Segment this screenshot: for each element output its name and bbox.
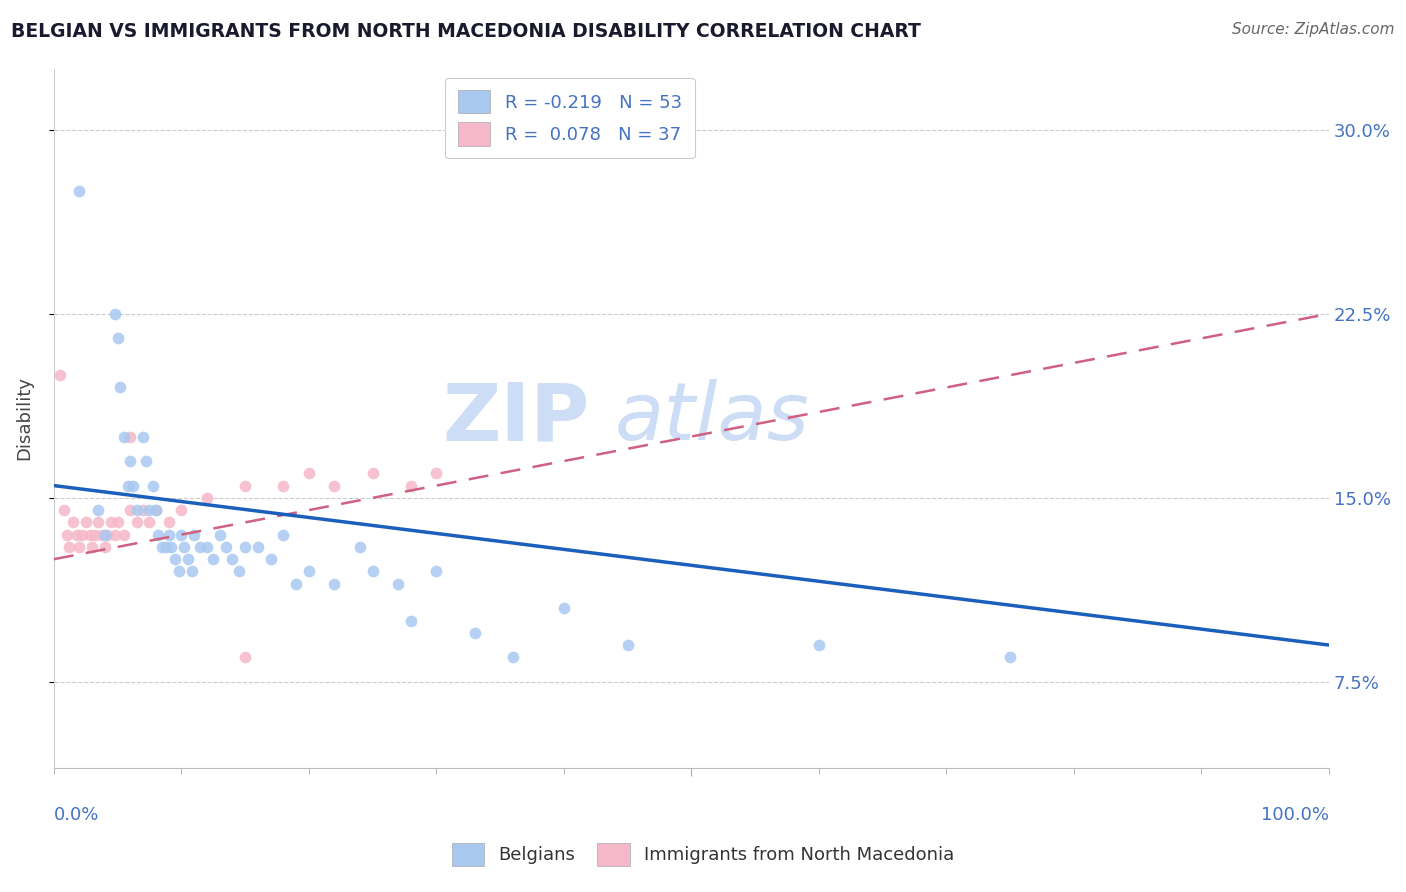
- Point: [108, 380, 131, 394]
- Point: [807, 638, 830, 652]
- Point: [298, 467, 321, 481]
- Point: [285, 576, 308, 591]
- Point: [91, 527, 114, 541]
- Point: [323, 478, 346, 492]
- Point: [104, 527, 127, 541]
- Point: [53, 503, 76, 517]
- Point: [157, 527, 180, 541]
- Point: [233, 478, 256, 492]
- Point: [215, 540, 238, 554]
- Point: [132, 503, 155, 517]
- Point: [150, 540, 173, 554]
- Point: [998, 650, 1021, 665]
- Point: [160, 540, 183, 554]
- Point: [259, 552, 281, 566]
- Point: [298, 565, 321, 579]
- Point: [190, 540, 212, 554]
- Point: [502, 650, 524, 665]
- Point: [202, 552, 225, 566]
- Point: [125, 503, 148, 517]
- Point: [67, 540, 90, 554]
- Point: [361, 565, 384, 579]
- Point: [221, 552, 243, 566]
- Point: [155, 540, 177, 554]
- Point: [122, 478, 145, 492]
- Point: [273, 527, 295, 541]
- Point: [464, 625, 486, 640]
- Point: [157, 516, 180, 530]
- Point: [112, 429, 135, 443]
- Point: [96, 527, 118, 541]
- Point: [138, 503, 160, 517]
- Point: [195, 540, 218, 554]
- Point: [117, 478, 139, 492]
- Text: 0.0%: 0.0%: [53, 806, 100, 824]
- Legend: Belgians, Immigrants from North Macedonia: Belgians, Immigrants from North Macedoni…: [439, 830, 967, 879]
- Point: [55, 527, 77, 541]
- Point: [208, 527, 231, 541]
- Point: [70, 527, 93, 541]
- Text: atlas: atlas: [614, 379, 810, 457]
- Point: [145, 503, 167, 517]
- Point: [170, 503, 193, 517]
- Point: [228, 565, 250, 579]
- Point: [142, 478, 165, 492]
- Point: [125, 516, 148, 530]
- Point: [173, 540, 195, 554]
- Point: [66, 527, 89, 541]
- Point: [135, 454, 157, 468]
- Point: [195, 491, 218, 505]
- Point: [170, 527, 193, 541]
- Y-axis label: Disability: Disability: [15, 376, 32, 460]
- Point: [616, 638, 638, 652]
- Point: [361, 467, 384, 481]
- Point: [399, 478, 422, 492]
- Point: [387, 576, 409, 591]
- Point: [49, 368, 72, 383]
- Text: ZIP: ZIP: [441, 379, 589, 457]
- Point: [138, 516, 160, 530]
- Point: [120, 454, 142, 468]
- Point: [67, 184, 90, 198]
- Point: [120, 503, 142, 517]
- Point: [163, 552, 186, 566]
- Point: [246, 540, 269, 554]
- Point: [233, 650, 256, 665]
- Point: [107, 331, 129, 345]
- Point: [180, 565, 202, 579]
- Point: [75, 516, 97, 530]
- Point: [323, 576, 346, 591]
- Text: Source: ZipAtlas.com: Source: ZipAtlas.com: [1232, 22, 1395, 37]
- Point: [94, 527, 117, 541]
- Legend: R = -0.219   N = 53, R =  0.078   N = 37: R = -0.219 N = 53, R = 0.078 N = 37: [446, 78, 695, 158]
- Point: [148, 527, 170, 541]
- Point: [120, 429, 142, 443]
- Text: BELGIAN VS IMMIGRANTS FROM NORTH MACEDONIA DISABILITY CORRELATION CHART: BELGIAN VS IMMIGRANTS FROM NORTH MACEDON…: [11, 22, 921, 41]
- Point: [87, 503, 110, 517]
- Point: [62, 516, 84, 530]
- Point: [349, 540, 371, 554]
- Point: [145, 503, 167, 517]
- Point: [399, 614, 422, 628]
- Point: [177, 552, 200, 566]
- Point: [167, 565, 190, 579]
- Point: [58, 540, 80, 554]
- Point: [79, 527, 101, 541]
- Point: [132, 429, 155, 443]
- Point: [104, 307, 127, 321]
- Point: [273, 478, 295, 492]
- Point: [112, 527, 135, 541]
- Point: [83, 527, 105, 541]
- Point: [80, 540, 103, 554]
- Point: [553, 601, 575, 615]
- Text: 100.0%: 100.0%: [1261, 806, 1329, 824]
- Point: [94, 540, 117, 554]
- Point: [107, 516, 129, 530]
- Point: [100, 516, 122, 530]
- Point: [425, 467, 447, 481]
- Point: [183, 527, 205, 541]
- Point: [87, 516, 110, 530]
- Point: [425, 565, 447, 579]
- Point: [233, 540, 256, 554]
